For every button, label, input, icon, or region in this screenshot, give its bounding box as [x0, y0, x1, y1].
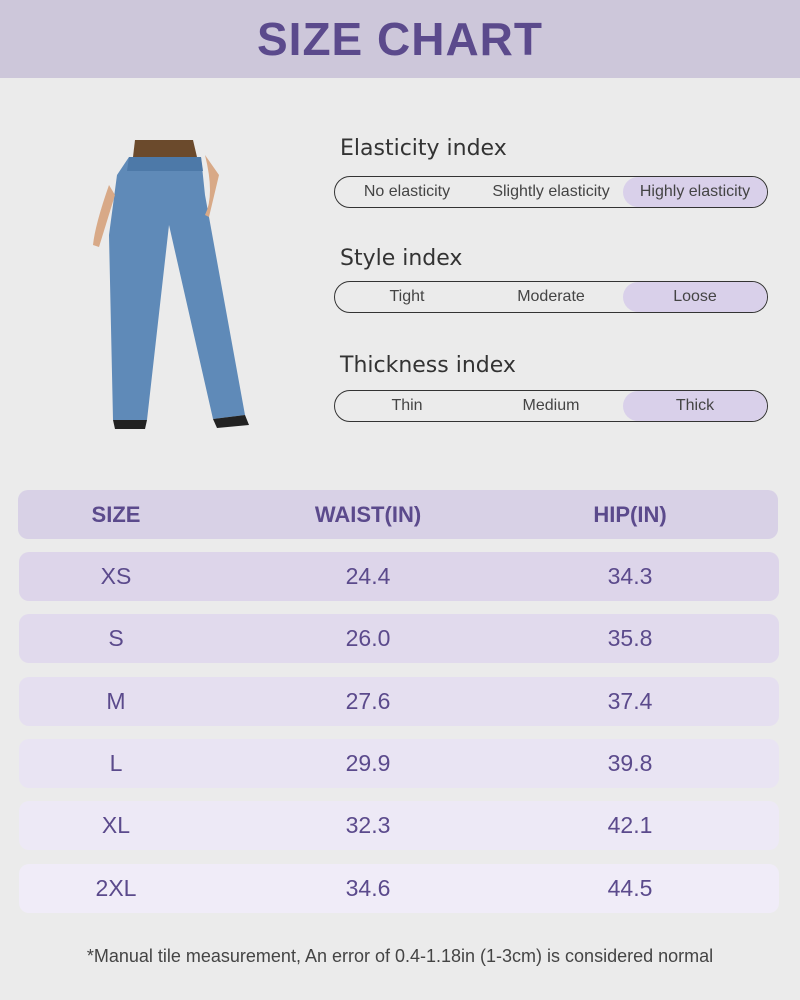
index-title: Elasticity index — [340, 136, 507, 161]
index-option: Slightly elasticity — [492, 183, 610, 200]
index-option: Moderate — [517, 288, 585, 305]
index-scale: Tight Moderate Loose — [334, 281, 768, 313]
index-option: Loose — [623, 282, 767, 312]
table-cell: 39.8 — [607, 750, 653, 776]
table-cell: XS — [100, 563, 132, 589]
table-cell: 32.3 — [345, 812, 391, 838]
product-image — [93, 140, 249, 429]
table-cell: 34.6 — [345, 875, 391, 901]
table-cell: S — [108, 625, 124, 651]
table-cell: 44.5 — [607, 875, 653, 901]
table-row: XL 32.3 42.1 — [19, 801, 779, 850]
title: SIZE CHART — [257, 13, 543, 65]
table-cell: M — [106, 688, 126, 714]
table-cell: 34.3 — [607, 563, 653, 589]
index-title: Thickness index — [340, 353, 516, 378]
index-scale: Thin Medium Thick — [334, 390, 768, 422]
header: SIZE CHART — [0, 0, 800, 78]
table-row: 2XL 34.6 44.5 — [19, 864, 779, 913]
table-row: M 27.6 37.4 — [19, 677, 779, 726]
table-cell: 24.4 — [345, 563, 391, 589]
index-option: No elasticity — [363, 183, 451, 200]
table-cell: 37.4 — [607, 688, 653, 714]
table-cell: 2XL — [95, 875, 137, 901]
column-header: SIZE — [91, 501, 141, 527]
table-row: S 26.0 35.8 — [19, 614, 779, 663]
index-scale: No elasticity Slightly elasticity Highly e… — [334, 176, 768, 208]
column-header: HIP(IN) — [593, 501, 667, 527]
footnote: *Manual tile measurement, An error of 0.… — [86, 946, 714, 966]
table-cell: XL — [101, 812, 131, 838]
column-header: WAIST(IN) — [314, 501, 422, 527]
table-cell: 27.6 — [345, 688, 391, 714]
table-cell: 35.8 — [607, 625, 653, 651]
index-option: Thick — [623, 391, 767, 421]
table-cell: 26.0 — [345, 625, 391, 651]
index-option: Thin — [391, 397, 423, 414]
index-option: Tight — [389, 288, 425, 305]
index-option: Medium — [522, 397, 580, 414]
table-cell: 42.1 — [607, 812, 653, 838]
table-cell: L — [109, 750, 123, 776]
table-cell: 29.9 — [345, 750, 391, 776]
table-row: XS 24.4 34.3 — [19, 552, 779, 601]
table-row: L 29.9 39.8 — [19, 739, 779, 788]
index-option: Highly elasticity — [623, 177, 767, 207]
index-title: Style index — [340, 246, 463, 271]
table-header: SIZE WAIST(IN) HIP(IN) — [18, 490, 778, 539]
